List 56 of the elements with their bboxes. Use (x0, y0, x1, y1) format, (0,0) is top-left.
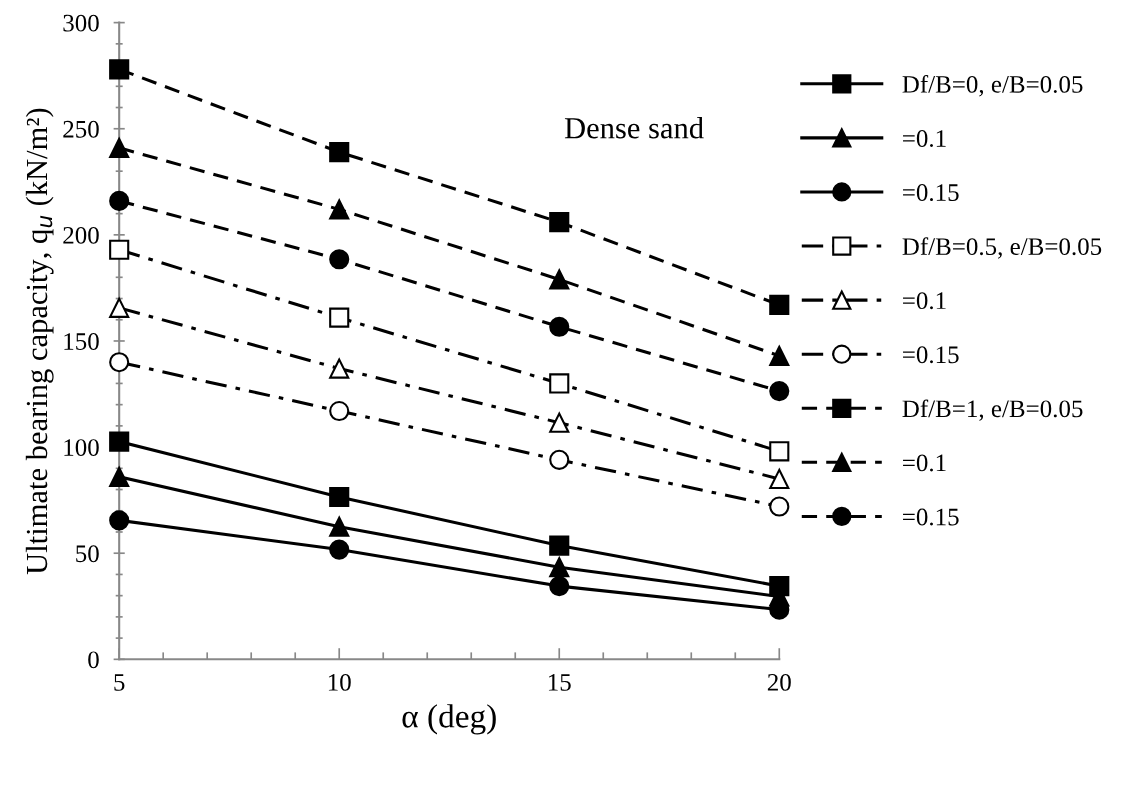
point (329, 142, 350, 163)
x-tick-label: 10 (328, 673, 351, 691)
y-tick-label: 0 (88, 651, 99, 669)
y-tick-label: 50 (76, 545, 99, 563)
point (109, 431, 130, 452)
point (329, 199, 350, 220)
point (329, 400, 350, 422)
legend-label: Df/B=0.5, e/B=0.05 (902, 237, 1102, 259)
x-tick-label: 5 (114, 674, 125, 691)
point (109, 59, 130, 80)
y-tick-label: 150 (64, 333, 99, 350)
annotation: Dense sand (564, 117, 704, 139)
point (549, 373, 570, 394)
point (549, 557, 570, 578)
y-axis-title: Ultimate bearing capacity, q$_{u}$ (kN/m²) (25, 108, 54, 575)
legend-label: Df/B=0, e/B=0.05 (902, 74, 1083, 97)
point (109, 466, 130, 487)
point (109, 510, 130, 531)
x-tick-label: 15 (548, 674, 571, 691)
point (329, 249, 350, 270)
y-tick-label: 200 (63, 226, 99, 244)
y-tick-label: 100 (64, 439, 99, 457)
x-axis-title: α (deg) (402, 704, 496, 735)
y-tick-label: 250 (63, 120, 99, 138)
point (769, 294, 790, 315)
point (769, 381, 790, 402)
point (549, 535, 570, 556)
legend-label: =0.1 (903, 292, 946, 310)
point (769, 468, 790, 489)
point (549, 412, 570, 433)
point (329, 486, 350, 508)
point (549, 449, 570, 470)
point (549, 212, 570, 233)
legend-label: =0.15 (903, 346, 959, 364)
legend-label: =0.15 (903, 184, 959, 202)
point (109, 352, 130, 373)
point (329, 516, 350, 537)
point (109, 297, 130, 318)
point (109, 190, 130, 211)
point (549, 316, 570, 337)
legend-label: =0.15 (903, 508, 959, 526)
point (769, 496, 790, 517)
point (109, 239, 130, 260)
point (549, 576, 570, 597)
point (769, 441, 790, 462)
point (329, 358, 350, 379)
point (329, 307, 350, 328)
point (769, 345, 790, 366)
y-tick-label: 300 (63, 14, 99, 32)
legend-label: =0.1 (903, 454, 946, 472)
point (549, 269, 570, 290)
legend-label: =0.1 (903, 130, 946, 147)
point (109, 137, 130, 158)
x-tick-label: 20 (767, 673, 791, 691)
legend-label: Df/B=1, e/B=0.05 (902, 399, 1083, 421)
point (329, 539, 350, 560)
